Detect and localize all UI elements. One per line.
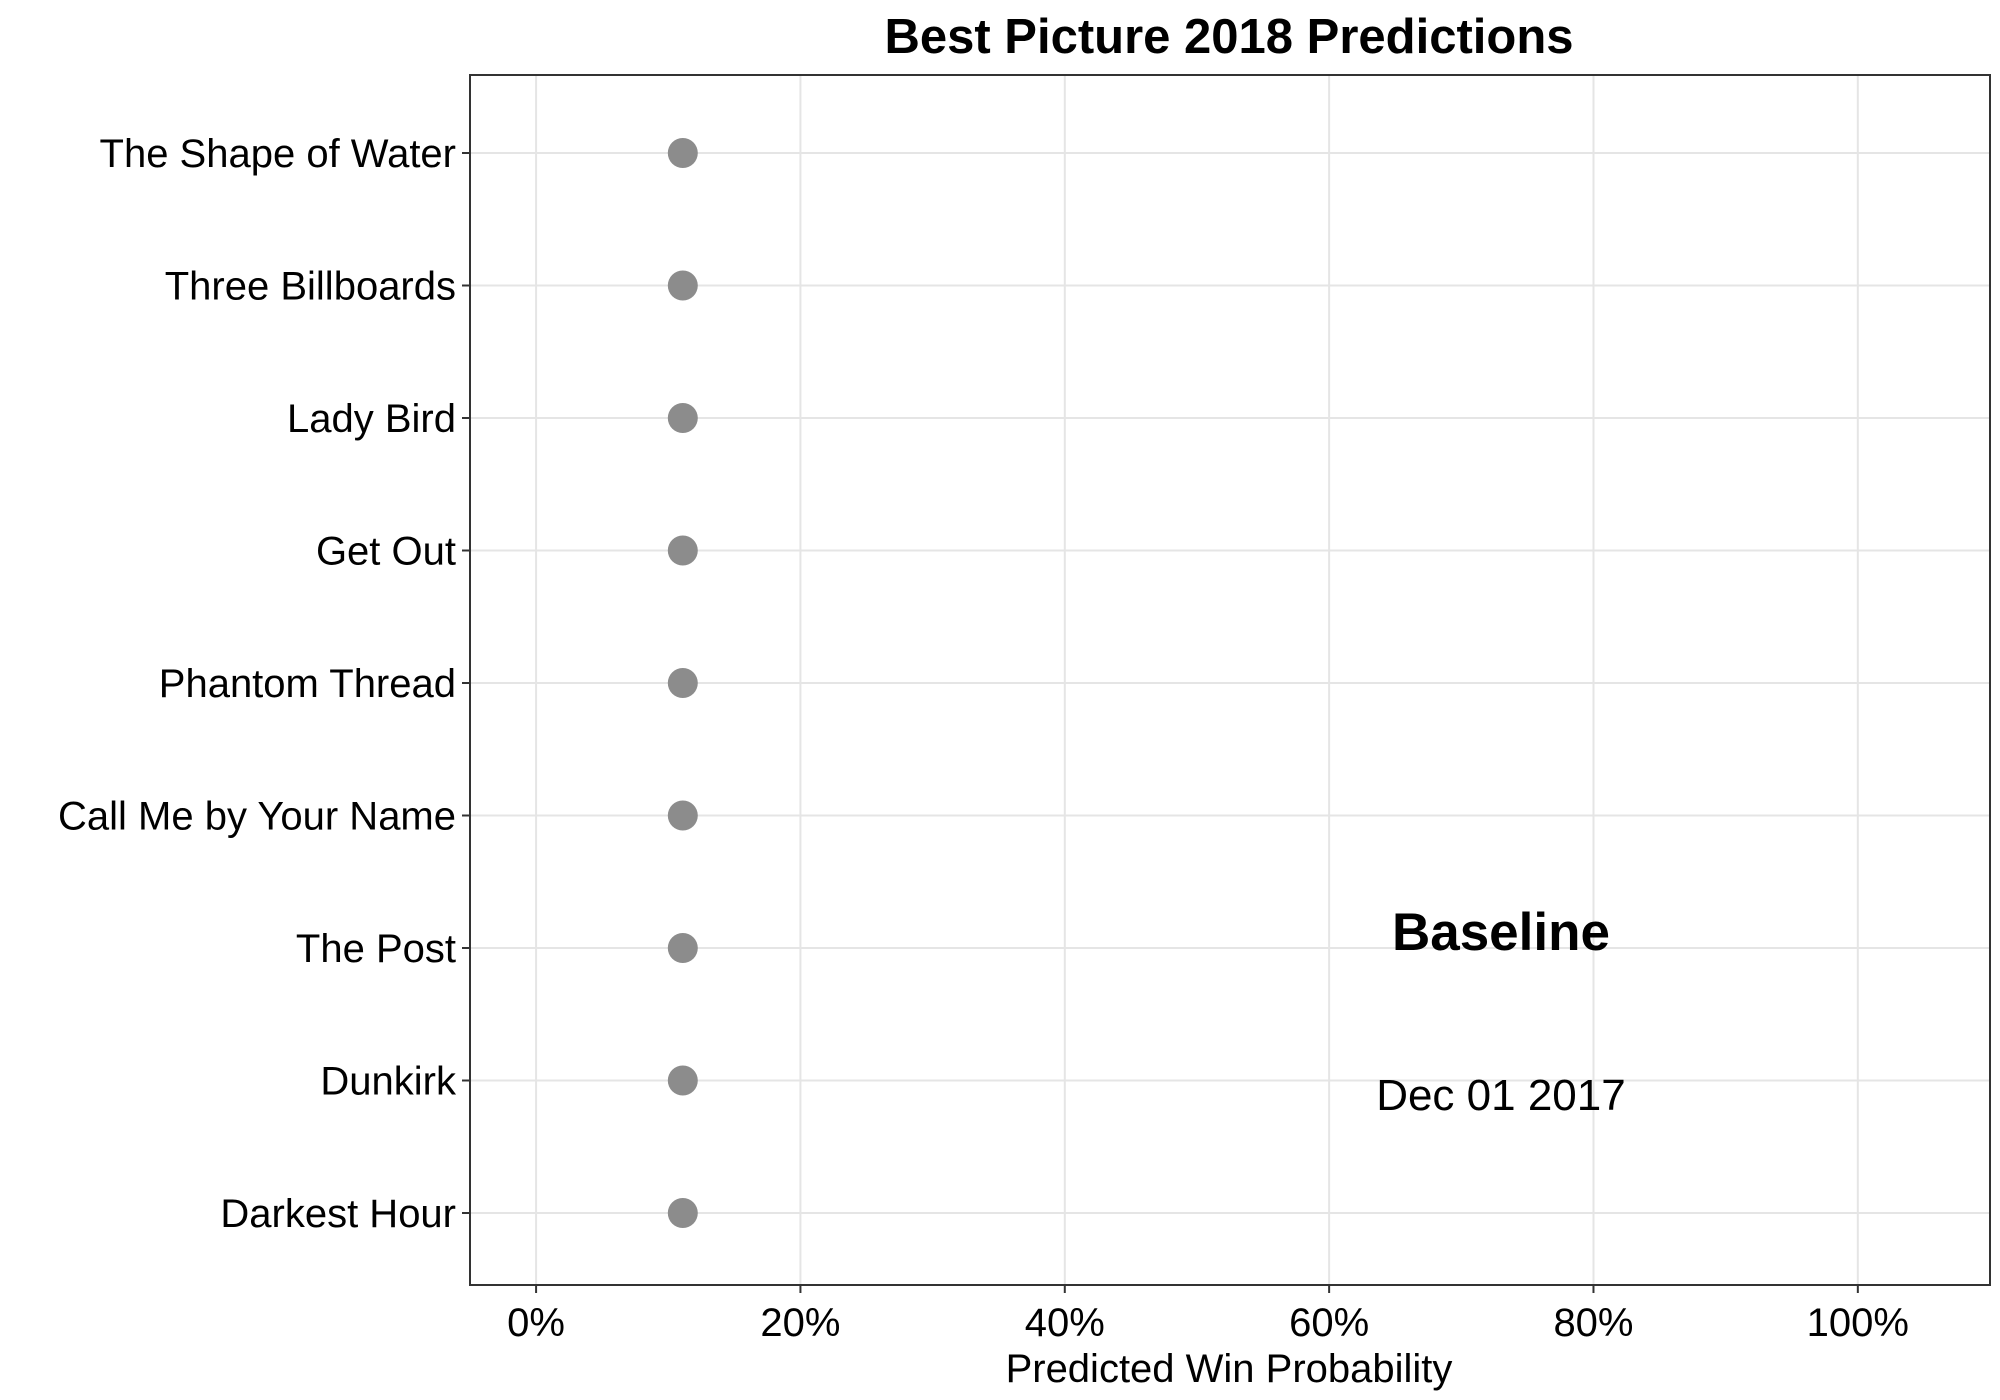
- data-point: [667, 403, 698, 433]
- y-tick-label: Lady Bird: [287, 397, 456, 441]
- annotation-heading: Baseline: [1392, 903, 1610, 962]
- annotations: Baseline Dec 01 2017: [1376, 903, 1626, 1120]
- x-axis: 0% 20% 40% 60% 80% 100%: [507, 1285, 1909, 1345]
- annotation-date: Dec 01 2017: [1376, 1071, 1626, 1120]
- plot-panel-border: [469, 74, 1991, 1286]
- x-tick-label: 0%: [507, 1301, 565, 1345]
- data-point: [667, 933, 698, 963]
- y-tick-label: The Post: [296, 927, 456, 971]
- y-tick-label: Get Out: [316, 530, 456, 574]
- y-tick-label: The Shape of Water: [100, 132, 456, 176]
- data-point: [667, 270, 698, 301]
- x-tick-label: 60%: [1289, 1301, 1369, 1345]
- gridlines: [470, 75, 1990, 1285]
- data-point: [667, 138, 698, 168]
- data-point: [667, 1065, 698, 1096]
- data-points: [667, 138, 698, 1228]
- y-tick-label: Dunkirk: [320, 1060, 457, 1104]
- y-tick-label: Three Billboards: [165, 265, 456, 309]
- chart-title: Best Picture 2018 Predictions: [884, 10, 1573, 64]
- data-point: [667, 535, 698, 566]
- x-tick-label: 40%: [1025, 1301, 1105, 1345]
- y-axis: The Shape of Water Three Billboards Lady B…: [58, 132, 470, 1236]
- data-point: [667, 1198, 698, 1228]
- y-tick-label: Call Me by Your Name: [58, 795, 456, 839]
- data-point: [667, 668, 698, 698]
- x-tick-label: 80%: [1553, 1301, 1633, 1345]
- x-tick-label: 20%: [760, 1301, 840, 1345]
- y-tick-label: Darkest Hour: [220, 1192, 456, 1236]
- data-point: [667, 800, 698, 831]
- x-tick-label: 100%: [1807, 1301, 1909, 1345]
- y-tick-label: Phantom Thread: [159, 662, 456, 706]
- x-axis-title: Predicted Win Probability: [1006, 1347, 1453, 1391]
